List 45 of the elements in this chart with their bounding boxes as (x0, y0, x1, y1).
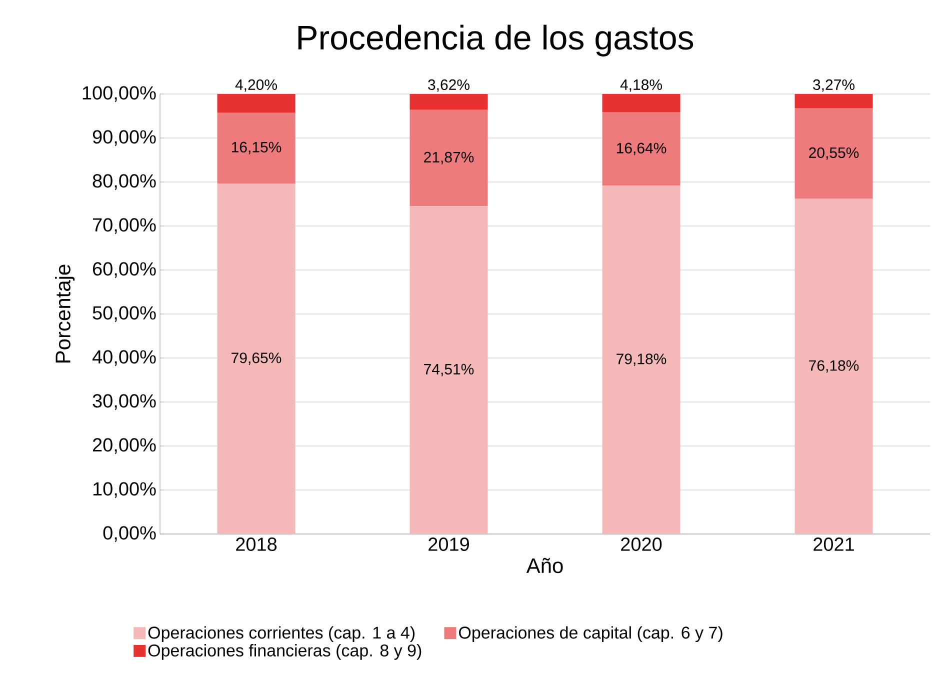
bar (410, 94, 488, 110)
x-tick-label: 2020 (621, 538, 662, 551)
bar (602, 112, 680, 186)
bar (602, 186, 680, 534)
x-tick-label: 2021 (814, 538, 854, 551)
bar (794, 94, 873, 108)
y-tick-label: 20,00% (92, 438, 156, 454)
data-label: 4,20% (235, 79, 277, 92)
data-label: 79,18% (616, 354, 666, 366)
y-tick-label: 10,00% (93, 482, 156, 498)
data-label: 74,51% (424, 364, 474, 376)
data-label: 21,87% (424, 152, 474, 164)
bar (410, 206, 488, 534)
legend-label: Operaciones financieras (cap. 8 y 9) (148, 644, 422, 660)
data-label: 76,18% (809, 360, 859, 373)
y-tick-label: 0,00% (103, 526, 156, 542)
y-tick-label: 50,00% (92, 306, 156, 322)
bar (794, 108, 873, 199)
x-tick-label: 2019 (428, 538, 469, 551)
bar (217, 184, 296, 534)
y-tick-label: 30,00% (92, 394, 156, 410)
y-tick-label: 40,00% (92, 350, 156, 366)
chart-title: Procedencia de los gastos (298, 24, 694, 56)
data-label: 16,64% (616, 142, 666, 156)
data-label: 16,15% (232, 142, 282, 154)
y-tick-label: 60,00% (92, 262, 156, 278)
data-label: 20,55% (809, 147, 859, 160)
x-tick-label: 2018 (236, 538, 277, 551)
y-tick-label: 80,00% (92, 174, 156, 190)
legend-label: Operaciones de capital (cap. 6 y 7) (459, 626, 722, 642)
y-tick-label: 70,00% (93, 218, 156, 234)
x-axis-title: Año (526, 558, 563, 574)
bar (794, 198, 873, 534)
bar (602, 94, 680, 112)
data-label: 79,65% (232, 352, 282, 365)
data-label: 4,18% (620, 79, 662, 92)
bar (217, 112, 296, 184)
y-axis-title: Porcentaje (55, 264, 75, 362)
data-label: 3,27% (813, 79, 854, 92)
y-tick-label: 100,00% (82, 86, 156, 102)
y-tick-label: 90,00% (92, 130, 156, 146)
bar (217, 94, 296, 112)
legend-label: Operaciones corrientes (cap. 1 a 4) (148, 626, 415, 642)
data-label: 3,62% (428, 79, 470, 92)
bar (410, 110, 488, 206)
